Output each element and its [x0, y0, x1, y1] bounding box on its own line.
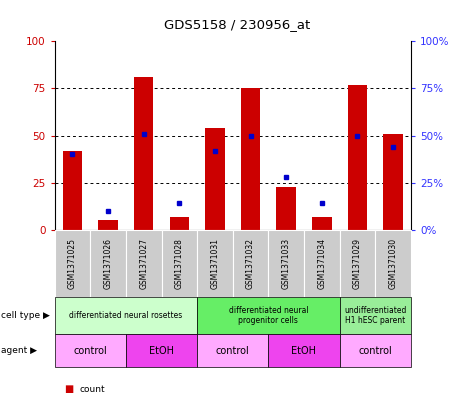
Bar: [197, 334, 268, 367]
Bar: [268, 230, 304, 297]
Bar: [383, 134, 403, 230]
Bar: [55, 297, 197, 334]
Text: differentiated neural
progenitor cells: differentiated neural progenitor cells: [228, 306, 308, 325]
Bar: [304, 230, 340, 297]
Text: GSM1371025: GSM1371025: [68, 238, 77, 289]
Bar: [205, 128, 225, 230]
Bar: [268, 334, 340, 367]
Bar: [340, 334, 411, 367]
Text: GSM1371032: GSM1371032: [246, 238, 255, 289]
Bar: [90, 230, 126, 297]
Bar: [197, 230, 233, 297]
Bar: [55, 230, 90, 297]
Text: GDS5158 / 230956_at: GDS5158 / 230956_at: [164, 18, 311, 31]
Bar: [126, 334, 197, 367]
Bar: [340, 230, 375, 297]
Bar: [170, 217, 189, 230]
Text: ■: ■: [64, 384, 73, 393]
Text: GSM1371029: GSM1371029: [353, 238, 362, 289]
Text: undifferentiated
H1 hESC parent: undifferentiated H1 hESC parent: [344, 306, 407, 325]
Text: GSM1371028: GSM1371028: [175, 238, 184, 289]
Text: control: control: [358, 346, 392, 356]
Bar: [312, 217, 332, 230]
Bar: [233, 230, 268, 297]
Bar: [348, 84, 367, 230]
Text: GSM1371034: GSM1371034: [317, 238, 326, 289]
Text: differentiated neural rosettes: differentiated neural rosettes: [69, 311, 182, 320]
Text: EtOH: EtOH: [292, 346, 316, 356]
Text: GSM1371027: GSM1371027: [139, 238, 148, 289]
Bar: [197, 297, 340, 334]
Bar: [63, 151, 82, 230]
Text: GSM1371031: GSM1371031: [210, 238, 219, 289]
Text: GSM1371030: GSM1371030: [389, 238, 398, 289]
Bar: [375, 230, 411, 297]
Text: control: control: [73, 346, 107, 356]
Bar: [276, 187, 296, 230]
Text: agent ▶: agent ▶: [1, 346, 37, 355]
Bar: [126, 230, 162, 297]
Text: cell type ▶: cell type ▶: [1, 311, 50, 320]
Text: GSM1371033: GSM1371033: [282, 238, 291, 289]
Bar: [98, 220, 118, 230]
Bar: [241, 88, 260, 230]
Text: count: count: [79, 385, 105, 393]
Text: GSM1371026: GSM1371026: [104, 238, 113, 289]
Bar: [55, 334, 126, 367]
Text: EtOH: EtOH: [149, 346, 174, 356]
Bar: [162, 230, 197, 297]
Bar: [134, 77, 153, 230]
Bar: [340, 297, 411, 334]
Text: control: control: [216, 346, 250, 356]
